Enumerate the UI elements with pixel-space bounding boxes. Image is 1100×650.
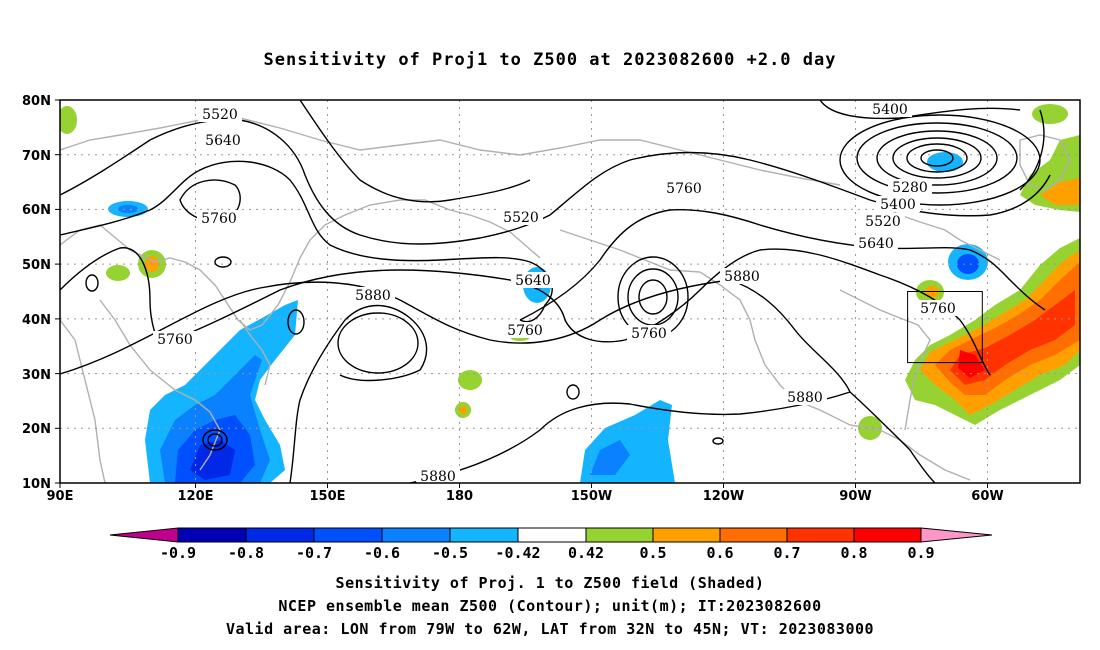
contour-label-5880: 5880 <box>724 269 760 285</box>
colorbar-label: 0.7 <box>773 544 800 562</box>
colorbar-segment <box>719 527 788 543</box>
colorbar-lower-triangle <box>109 527 179 543</box>
contour-label-5520: 5520 <box>503 210 539 226</box>
colorbar-upper-triangle <box>920 527 993 543</box>
coastlines <box>60 117 1071 483</box>
contour-label-5760: 5760 <box>920 301 956 317</box>
colorbar: -0.9 -0.8 -0.7 -0.6 -0.5 -0.42 0.42 0.5 … <box>109 527 993 562</box>
sensitivity-shading <box>60 104 1080 483</box>
contour-label-5760: 5760 <box>507 323 543 339</box>
colorbar-label: 0.5 <box>639 544 666 562</box>
lon-label: 90E <box>47 489 74 504</box>
lon-label: 60W <box>971 489 1003 504</box>
contour-label-5400: 5400 <box>872 102 908 118</box>
colorbar-label: -0.5 <box>432 544 468 562</box>
colorbar-segment <box>652 527 721 543</box>
lon-label: 120W <box>703 489 744 504</box>
longitude-labels: 90E 120E 150E 180 150W 120W 90W 60W <box>47 489 1004 504</box>
lat-label: 10N <box>22 477 51 492</box>
lon-label: 90W <box>839 489 871 504</box>
colorbar-segment <box>786 527 855 543</box>
lat-label: 50N <box>22 258 51 273</box>
contour-label-5760: 5760 <box>201 211 237 227</box>
contour-label-5640: 5640 <box>858 236 894 252</box>
colorbar-segment <box>381 527 451 543</box>
colorbar-label: 0.8 <box>840 544 867 562</box>
contour-label-5880: 5880 <box>420 469 456 485</box>
colorbar-label: -0.42 <box>495 544 540 562</box>
contour-label-5520: 5520 <box>865 214 901 230</box>
contour-label-5760: 5760 <box>157 332 193 348</box>
lon-label: 150W <box>571 489 612 504</box>
contour-label-5640: 5640 <box>515 273 551 289</box>
axis-ticks <box>55 99 988 488</box>
lat-label: 30N <box>22 368 51 383</box>
colorbar-label: 0.6 <box>706 544 733 562</box>
latitude-labels: 80N 70N 60N 50N 40N 30N 20N 10N <box>22 94 51 492</box>
colorbar-segment <box>517 527 587 543</box>
contour-label-5880: 5880 <box>355 288 391 304</box>
colorbar-label: -0.9 <box>160 544 196 562</box>
map-frame <box>59 99 1081 484</box>
caption-shaded: Sensitivity of Proj. 1 to Z500 field (Sh… <box>335 574 765 592</box>
map-title: Sensitivity of Proj1 to Z500 at 20230826… <box>263 50 837 70</box>
contour-label-5400: 5400 <box>880 197 916 213</box>
colorbar-label: 0.9 <box>907 544 934 562</box>
lon-label: 150E <box>309 489 345 504</box>
colorbar-segment <box>245 527 315 543</box>
colorbar-segment <box>853 527 922 543</box>
valid-area-box <box>907 291 983 364</box>
lat-label: 80N <box>22 94 51 109</box>
colorbar-segment <box>177 527 247 543</box>
lat-label: 70N <box>22 149 51 164</box>
caption-contour: NCEP ensemble mean Z500 (Contour); unit(… <box>278 597 822 615</box>
colorbar-label: -0.8 <box>228 544 264 562</box>
colorbar-segment <box>449 527 519 543</box>
colorbar-label: -0.6 <box>364 544 400 562</box>
lon-label: 180 <box>446 489 473 504</box>
colorbar-segment <box>585 527 654 543</box>
colorbar-segment <box>313 527 383 543</box>
lat-label: 60N <box>22 203 51 218</box>
contour-label-5760: 5760 <box>631 326 667 342</box>
lat-label: 20N <box>22 422 51 437</box>
contour-label-5520: 5520 <box>202 107 238 123</box>
lon-label: 120E <box>177 489 213 504</box>
caption-valid-area: Valid area: LON from 79W to 62W, LAT fro… <box>225 620 875 638</box>
contour-label-5640: 5640 <box>205 133 241 149</box>
contour-label-5880: 5880 <box>787 390 823 406</box>
colorbar-label: 0.42 <box>568 544 604 562</box>
colorbar-label: -0.7 <box>296 544 332 562</box>
lat-label: 40N <box>22 313 51 328</box>
contour-label-5760: 5760 <box>666 181 702 197</box>
contour-label-5280: 5280 <box>892 180 928 196</box>
